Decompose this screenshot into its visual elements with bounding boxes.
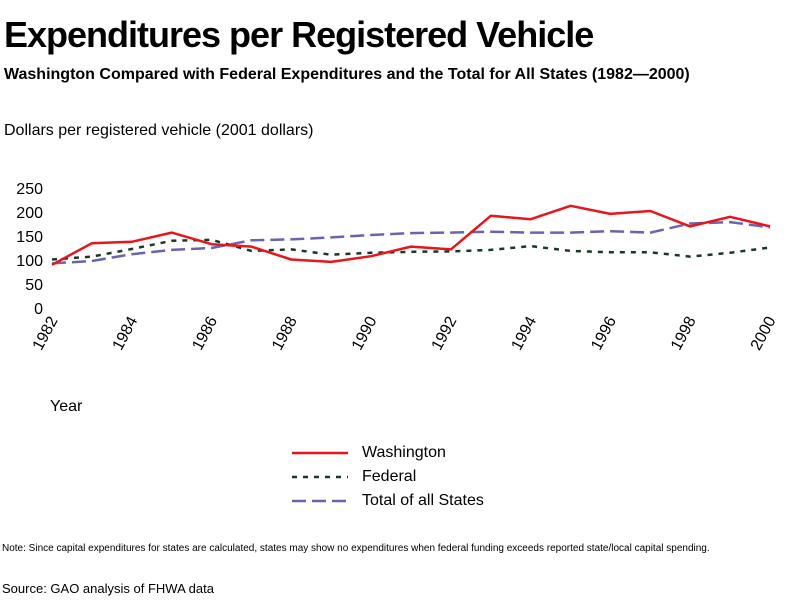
legend-swatch-total: [292, 499, 348, 503]
y-tick-label: 250: [16, 181, 43, 198]
x-tick-labels: 1982 1984 1986 1988 1990 1992 1994 1996 1998 2000: [30, 314, 780, 353]
legend-item-total: Total of all States: [292, 489, 484, 513]
x-tick-label: 1996: [588, 314, 620, 353]
y-tick-labels: 0 50 100 150 200 250: [16, 181, 43, 318]
y-tick-label: 200: [16, 205, 43, 222]
y-tick-label: 50: [25, 277, 43, 294]
legend-label-washington: Washington: [362, 444, 446, 461]
x-axis-label: Year: [50, 398, 83, 415]
legend-label-federal: Federal: [362, 468, 417, 485]
x-tick-label: 1990: [349, 314, 381, 353]
series-line-total: [51, 220, 771, 265]
y-tick-label: 150: [16, 229, 43, 246]
y-tick-label: 100: [16, 253, 43, 270]
x-tick-label: 1994: [508, 314, 540, 353]
chart-title: Expenditures per Registered Vehicle: [4, 14, 594, 55]
series-line-washington: [51, 204, 771, 266]
legend-label-total: Total of all States: [362, 492, 484, 509]
y-tick-label: 0: [34, 301, 43, 318]
x-tick-label: 1986: [189, 314, 221, 353]
legend: Washington Federal Total of all States: [292, 441, 484, 513]
x-tick-label: 1998: [668, 314, 700, 353]
chart-subtitle: Washington Compared with Federal Expendi…: [4, 66, 690, 83]
series-lines: [51, 204, 771, 266]
legend-item-federal: Federal: [292, 465, 484, 489]
y-axis-label: Dollars per registered vehicle (2001 dol…: [4, 122, 314, 139]
legend-item-washington: Washington: [292, 441, 484, 465]
x-tick-label: 1982: [30, 314, 62, 353]
x-tick-label: 1988: [269, 314, 301, 353]
x-tick-label: 2000: [748, 314, 780, 353]
chart-note: Note: Since capital expenditures for sta…: [2, 543, 710, 554]
series-line-federal: [51, 238, 771, 261]
line-chart: 0 50 100 150 200 250 1982 1984 1986 1988 1990 1992…: [16, 181, 780, 353]
x-tick-label: 1992: [429, 314, 461, 353]
legend-swatch-washington: [292, 451, 348, 455]
chart-source: Source: GAO analysis of FHWA data: [2, 581, 214, 596]
legend-swatch-federal: [292, 475, 348, 479]
x-tick-label: 1984: [110, 314, 142, 353]
